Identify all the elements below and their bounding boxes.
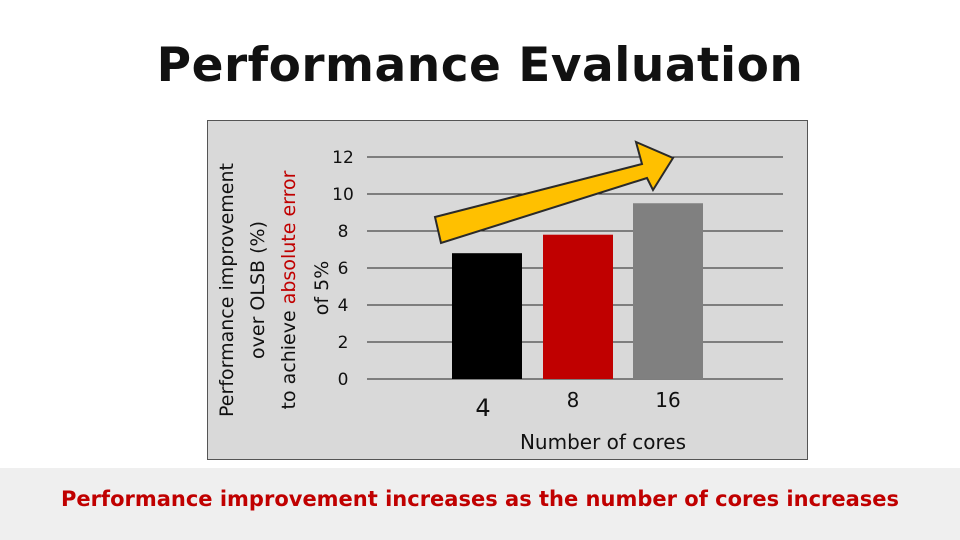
- bar-4-cores: [452, 253, 522, 379]
- y-axis-label-line: of 5%: [311, 261, 333, 316]
- y-axis-label-line: Performance improvement: [216, 163, 238, 417]
- y-tick-label: 2: [338, 333, 349, 353]
- footer-band: [0, 468, 960, 540]
- y-tick-labels: 0 2 4 6 8 10 12: [332, 148, 354, 390]
- y-axis-label-text: over OLSB (%): [247, 221, 269, 359]
- y-axis-label-highlight: absolute error: [278, 170, 300, 304]
- x-tick-label: 16: [655, 388, 680, 412]
- y-axis-label-line: over OLSB (%): [247, 221, 269, 359]
- y-tick-label: 12: [332, 148, 354, 168]
- bar-16-cores: [633, 203, 703, 379]
- x-tick-label: 8: [567, 388, 580, 412]
- x-axis-label: Number of cores: [520, 430, 686, 454]
- trend-arrow: [433, 140, 675, 245]
- x-tick-label: 4: [475, 394, 490, 422]
- x-tick-labels: 4 8 16: [475, 388, 680, 422]
- page-title: Performance Evaluation: [156, 38, 804, 93]
- y-axis-label-line: to achieve absolute error: [278, 170, 300, 409]
- bars: [452, 203, 703, 379]
- footer-caption: Performance improvement increases as the…: [60, 487, 900, 511]
- y-tick-label: 0: [338, 370, 349, 390]
- trend-arrow-icon: [433, 140, 675, 245]
- y-axis-label-text: to achieve: [278, 304, 300, 409]
- y-axis-label: Performance improvement over OLSB (%) to a…: [216, 163, 333, 417]
- bar-8-cores: [543, 234, 613, 379]
- y-tick-label: 8: [338, 222, 349, 242]
- y-tick-label: 6: [338, 259, 349, 279]
- y-axis-label-text: of 5%: [311, 261, 333, 316]
- y-tick-label: 4: [338, 296, 349, 316]
- y-tick-label: 10: [332, 185, 354, 205]
- y-axis-label-text: Performance improvement: [216, 163, 238, 417]
